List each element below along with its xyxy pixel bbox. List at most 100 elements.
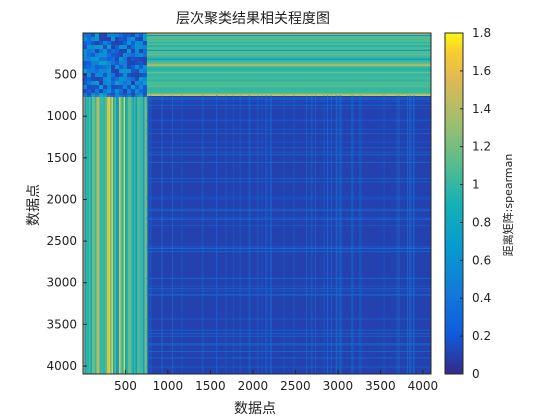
- heatmap-cell: [95, 45, 99, 49]
- heatmap-stripe: [146, 73, 431, 75]
- y-tick-label: 1500: [46, 151, 77, 165]
- heatmap-cell: [111, 69, 115, 73]
- heatmap-stripe: [123, 95, 125, 374]
- heatmap-cell: [91, 89, 95, 93]
- y-tick-label: 3000: [46, 276, 77, 290]
- heatmap-cell: [83, 85, 87, 89]
- heatmap-cell: [95, 61, 99, 65]
- heatmap-cell: [143, 45, 147, 49]
- heatmap-cell: [95, 77, 99, 81]
- heatmap-line: [270, 95, 272, 374]
- heatmap-stripe: [146, 52, 431, 54]
- heatmap-cell: [123, 81, 127, 85]
- heatmap-line: [283, 95, 285, 374]
- heatmap-stripe: [113, 95, 115, 374]
- colorbar-tick-label: 1.6: [472, 64, 491, 78]
- heatmap-stripe: [111, 95, 113, 374]
- colorbar-tick-label: 0: [472, 367, 480, 381]
- heatmap-line: [146, 104, 431, 106]
- heatmap-cell: [95, 33, 99, 37]
- heatmap-cell: [135, 81, 139, 85]
- heatmap-cell: [103, 61, 107, 65]
- heatmap-stripe: [89, 95, 91, 374]
- heatmap-cell: [135, 77, 139, 81]
- heatmap-cell: [103, 81, 107, 85]
- heatmap-stripe: [132, 95, 134, 374]
- heatmap-stripe: [131, 95, 133, 374]
- heatmap-line: [146, 133, 431, 135]
- heatmap-cell: [111, 89, 115, 93]
- heatmap-line: [383, 95, 385, 374]
- heatmap-cell: [91, 73, 95, 77]
- heatmap-stripe: [146, 75, 431, 77]
- heatmap-cell: [111, 65, 115, 69]
- heatmap-cell: [91, 61, 95, 65]
- heatmap-cell: [119, 85, 123, 89]
- heatmap-line: [306, 95, 308, 374]
- heatmap-line: [146, 101, 431, 103]
- heatmap-cell: [119, 65, 123, 69]
- heatmap-line: [146, 246, 431, 248]
- heatmap-cell: [83, 45, 87, 49]
- x-axis-title: 数据点: [234, 401, 276, 417]
- heatmap-line: [270, 95, 272, 374]
- heatmap-cell: [103, 33, 107, 37]
- heatmap-cell: [143, 81, 147, 85]
- heatmap-cell: [119, 81, 123, 85]
- heatmap-line: [146, 141, 431, 143]
- heatmap-cell: [87, 45, 91, 49]
- heatmap-cell: [143, 65, 147, 69]
- heatmap-line: [146, 196, 431, 198]
- heatmap-cell: [95, 65, 99, 69]
- heatmap-line: [412, 95, 414, 374]
- heatmap-cell: [107, 61, 111, 65]
- heatmap-line: [146, 290, 431, 292]
- heatmap-line: [338, 95, 340, 374]
- heatmap-stripe: [146, 40, 431, 42]
- heatmap-cell: [131, 81, 135, 85]
- plot-area: [83, 33, 431, 374]
- heatmap-cell: [127, 37, 131, 41]
- heatmap-cell: [111, 45, 115, 49]
- heatmap-line: [146, 332, 431, 334]
- heatmap-cell: [103, 45, 107, 49]
- heatmap-cell: [107, 37, 111, 41]
- heatmap-cell: [139, 85, 143, 89]
- heatmap-line: [150, 95, 152, 374]
- heatmap-cell: [143, 37, 147, 41]
- x-tick-label: 500: [114, 379, 137, 393]
- colorbar-axis: 0 0.2 0.4 0.6 0.8 1 1.2 1.4 1.6 1.8: [460, 26, 491, 381]
- heatmap-cell: [135, 33, 139, 37]
- heatmap-cell: [115, 81, 119, 85]
- heatmap-cell: [143, 57, 147, 61]
- heatmap-cell: [139, 37, 143, 41]
- heatmap-cell: [135, 49, 139, 53]
- heatmap-cell: [131, 85, 135, 89]
- heatmap-cell: [123, 53, 127, 57]
- heatmap-stripe: [146, 46, 431, 48]
- heatmap-cell: [111, 41, 115, 45]
- heatmap-cell: [139, 41, 143, 45]
- heatmap-cell: [131, 33, 135, 37]
- heatmap-stripe: [143, 95, 145, 374]
- heatmap-cell: [91, 81, 95, 85]
- heatmap-stripe: [146, 63, 431, 65]
- heatmap-cell: [99, 53, 103, 57]
- heatmap-cell: [103, 77, 107, 81]
- heatmap-line: [146, 285, 431, 287]
- x-axis: 500 1000 1500 2000 2500 3000 3500 4000: [114, 370, 438, 393]
- heatmap-line: [261, 95, 263, 374]
- heatmap-stripe: [96, 95, 98, 374]
- heatmap-stripe: [135, 95, 137, 374]
- heatmap-line: [406, 95, 408, 374]
- heatmap-cell: [127, 73, 131, 77]
- heatmap-line: [216, 95, 218, 374]
- heatmap-stripe: [146, 94, 431, 96]
- heatmap-line: [146, 329, 431, 331]
- heatmap-cell: [135, 37, 139, 41]
- heatmap-line: [146, 344, 431, 346]
- heatmap-cell: [99, 73, 103, 77]
- heatmap-line: [146, 151, 431, 153]
- heatmap-stripe: [122, 95, 124, 374]
- heatmap-cell: [107, 93, 111, 97]
